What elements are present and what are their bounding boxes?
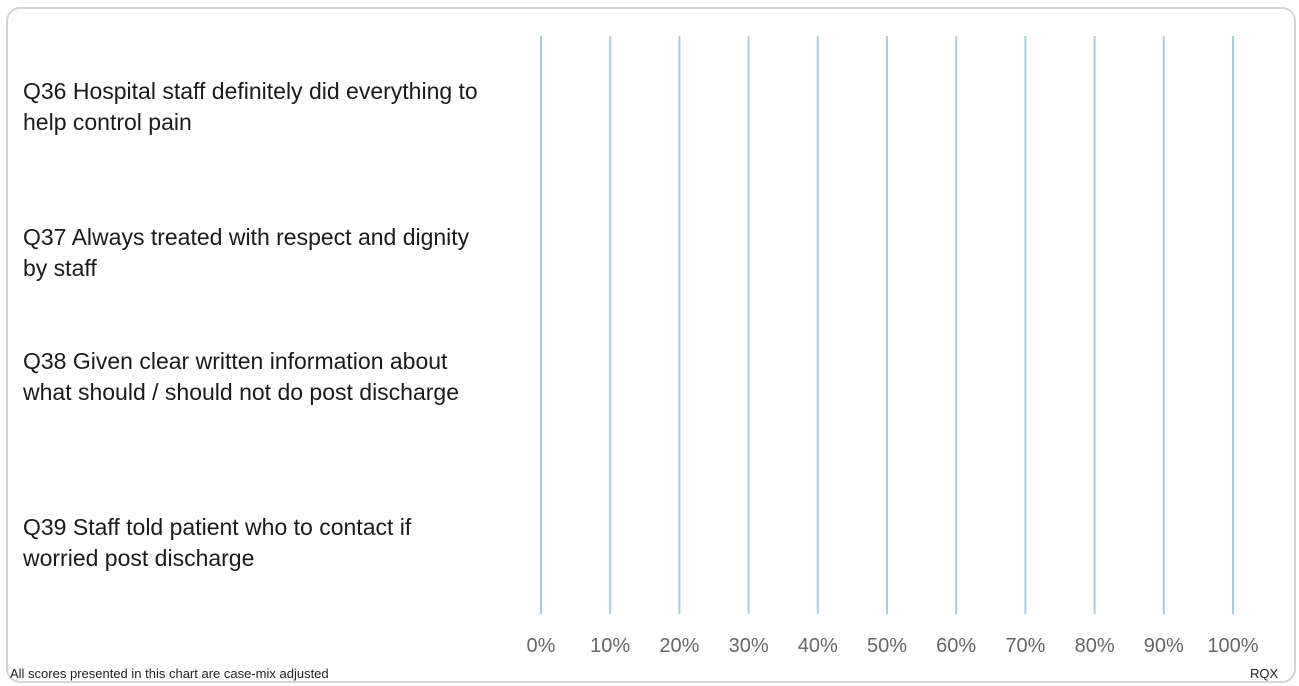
- x-tick-label: 50%: [867, 635, 907, 657]
- x-tick-label: 0%: [527, 635, 556, 657]
- category-label: Q38 Given clear written information abou…: [23, 348, 460, 405]
- category-label: Q39 Staff told patient who to contact if…: [23, 514, 412, 571]
- x-tick-label: 40%: [798, 635, 838, 657]
- x-tick-label: 70%: [1005, 635, 1045, 657]
- x-tick-label: 10%: [590, 635, 630, 657]
- trust-code: RQX: [1250, 666, 1279, 681]
- x-tick-label: 80%: [1075, 635, 1115, 657]
- chart-panel: [6, 7, 1296, 683]
- category-label: Q36 Hospital staff definitely did everyt…: [23, 78, 478, 135]
- x-tick-label: 100%: [1207, 635, 1258, 657]
- x-tick-label: 60%: [936, 635, 976, 657]
- x-tick-label: 90%: [1144, 635, 1184, 657]
- gridlines: [540, 36, 1234, 614]
- x-tick-label: 30%: [729, 635, 769, 657]
- category-label: Q37 Always treated with respect and dign…: [23, 224, 470, 281]
- footnote: All scores presented in this chart are c…: [10, 666, 329, 681]
- x-tick-label: 20%: [659, 635, 699, 657]
- x-tick-labels: 0% 10% 20% 30% 40% 50% 60% 70% 80% 90% 100%: [527, 635, 1259, 657]
